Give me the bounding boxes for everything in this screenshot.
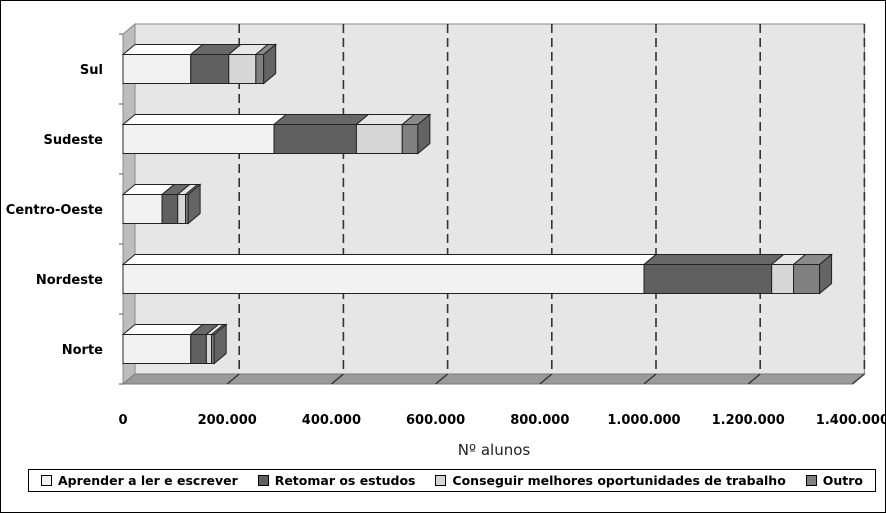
x-tick-label: 800.000 <box>510 413 569 428</box>
bar-segment-aprender <box>122 54 192 84</box>
legend-swatch <box>257 475 269 486</box>
bar-segment-aprender <box>122 124 275 154</box>
bar-end-face <box>819 253 833 295</box>
legend-label: Outro <box>822 473 863 488</box>
legend-label: Conseguir melhores oportunidades de trab… <box>452 473 786 488</box>
category-label: Norte <box>62 343 103 358</box>
floor-gridline <box>747 373 761 385</box>
bar-segment-outro <box>255 54 265 84</box>
legend-item-outro: Outro <box>805 473 863 488</box>
bar-segment-aprender <box>122 334 192 364</box>
bar-segment-conseguir <box>205 334 213 364</box>
bar-segment-retomar <box>161 194 179 224</box>
bar-segment-top <box>121 324 205 335</box>
floor-gridline <box>435 373 449 385</box>
bar-segment-top <box>121 114 288 125</box>
legend-item-conseguir: Conseguir melhores oportunidades de trab… <box>435 473 786 488</box>
category-label: Sudeste <box>43 133 103 148</box>
bar-group <box>121 183 202 225</box>
bar-segment-top <box>642 254 786 265</box>
x-tick-label: 200.000 <box>198 413 257 428</box>
bar-group <box>121 253 833 295</box>
category-label: Centro-Oeste <box>6 203 103 218</box>
bar-segment-top <box>272 114 370 125</box>
legend-label: Retomar os estudos <box>274 473 416 488</box>
bar-segment-top <box>121 44 205 55</box>
category-label: Sul <box>80 63 103 78</box>
bar-end-face <box>417 113 431 155</box>
x-tick-label: 1.200.000 <box>712 413 785 428</box>
floor-gridline <box>330 373 344 385</box>
bar-segment-retomar <box>190 54 230 84</box>
bar-segment-conseguir <box>355 124 403 154</box>
floor-gridline <box>851 373 865 385</box>
floor-gridline <box>226 373 240 385</box>
legend-label: Aprender a ler e escrever <box>58 473 238 488</box>
legend-swatch <box>435 475 447 486</box>
bar-segment-retomar <box>190 334 207 364</box>
legend-item-retomar: Retomar os estudos <box>257 473 416 488</box>
bar-segment-outro <box>401 124 419 154</box>
category-label: Nordeste <box>36 273 103 288</box>
legend: Aprender a ler e escrever Retomar os est… <box>28 469 876 492</box>
bar-segment-aprender <box>122 194 163 224</box>
floor-gridline <box>539 373 553 385</box>
bar-end-face <box>263 43 277 85</box>
bar-segment-conseguir <box>771 264 795 294</box>
bar-segment-retomar <box>643 264 773 294</box>
x-tick-label: 1.000.000 <box>607 413 680 428</box>
bar-group <box>121 43 278 85</box>
x-tick-label: 600.000 <box>406 413 465 428</box>
bar-segment-conseguir <box>177 194 187 224</box>
bar-end-face <box>213 323 227 365</box>
bar-segment-aprender <box>122 264 645 294</box>
legend-item-aprender: Aprender a ler e escrever <box>41 473 238 488</box>
bar-group <box>121 323 228 365</box>
bar-group <box>121 113 432 155</box>
x-tick-label: 1.400.000 <box>816 413 886 428</box>
bar-chart: 0 200.000 400.000 600.000 800.000 1.000.000 1.… <box>6 22 886 459</box>
floor-gridline <box>643 373 657 385</box>
legend-swatch <box>41 475 52 486</box>
legend-swatch <box>805 475 817 486</box>
x-tick-label: 400.000 <box>302 413 361 428</box>
bar-segment-outro <box>793 264 821 294</box>
x-axis-title: Nº alunos <box>458 441 531 459</box>
bar-segment-top <box>121 254 658 265</box>
bar-segment-retomar <box>273 124 357 154</box>
x-tick-label: 0 <box>118 413 127 428</box>
bar-end-face <box>187 183 201 225</box>
bar-segment-conseguir <box>228 54 257 84</box>
